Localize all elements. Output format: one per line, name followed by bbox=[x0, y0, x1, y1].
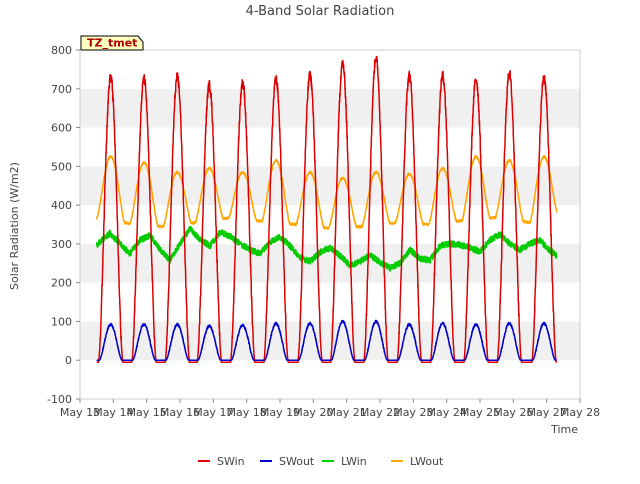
y-tick-label: 300 bbox=[51, 238, 72, 251]
y-tick-label: 100 bbox=[51, 315, 72, 328]
x-tick-label: May 27 bbox=[527, 406, 567, 419]
legend-label-swout: SWout bbox=[279, 455, 315, 468]
y-tick-label: 0 bbox=[65, 354, 72, 367]
x-tick-label: May 17 bbox=[193, 406, 233, 419]
grid-band bbox=[80, 321, 580, 361]
y-tick-label: 400 bbox=[51, 199, 72, 212]
legend-label-lwin: LWin bbox=[341, 455, 367, 468]
grid-band bbox=[80, 127, 580, 167]
x-axis-label: Time bbox=[550, 423, 578, 436]
x-tick-label: May 25 bbox=[460, 406, 500, 419]
series-layer bbox=[95, 55, 558, 363]
y-tick-label: 200 bbox=[51, 277, 72, 290]
grid-band bbox=[80, 166, 580, 206]
x-tick-label: May 26 bbox=[493, 406, 533, 419]
x-tick-label: May 19 bbox=[260, 406, 300, 419]
series-line-lwout bbox=[95, 154, 558, 230]
legend: SWin SWout LWin LWout bbox=[198, 455, 444, 468]
y-tick-label: 600 bbox=[51, 122, 72, 135]
x-tick-label: May 22 bbox=[360, 406, 400, 419]
grid-band bbox=[80, 282, 580, 322]
x-tick-label: May 14 bbox=[93, 406, 133, 419]
x-tick-label: May 20 bbox=[293, 406, 333, 419]
grid-band bbox=[80, 50, 580, 89]
series-line-swin bbox=[96, 55, 558, 363]
x-tick-label: May 23 bbox=[393, 406, 433, 419]
annotation-label: TZ_tmet bbox=[87, 37, 137, 50]
x-tick-label: May 28 bbox=[560, 406, 600, 419]
chart-title: 4-Band Solar Radiation bbox=[246, 4, 395, 19]
x-tick-label: May 21 bbox=[327, 406, 367, 419]
plot-frame bbox=[79, 49, 581, 400]
grid-band bbox=[80, 88, 580, 128]
y-tick-label: 800 bbox=[51, 44, 72, 57]
legend-label-swin: SWin bbox=[217, 455, 245, 468]
series-line-lwin bbox=[95, 225, 558, 272]
x-tick-label: May 15 bbox=[127, 406, 167, 419]
x-tick-label: May 24 bbox=[427, 406, 467, 419]
y-tick-label: 700 bbox=[51, 83, 72, 96]
x-tick-label: May 16 bbox=[160, 406, 200, 419]
x-tick-label: May 18 bbox=[227, 406, 267, 419]
y-axis-label: Solar Radiation (W/m2) bbox=[8, 162, 21, 290]
x-tick-label: May 13 bbox=[60, 406, 100, 419]
grid-band bbox=[80, 360, 580, 399]
y-tick-label: 500 bbox=[51, 160, 72, 173]
annotation-box: TZ_tmet bbox=[80, 35, 144, 51]
legend-label-lwout: LWout bbox=[410, 455, 444, 468]
y-axis-ticks: -100 0 100 200 300 400 500 600 700 800 bbox=[47, 44, 80, 406]
y-tick-label: -100 bbox=[47, 393, 72, 406]
series-line-swout bbox=[96, 319, 558, 361]
